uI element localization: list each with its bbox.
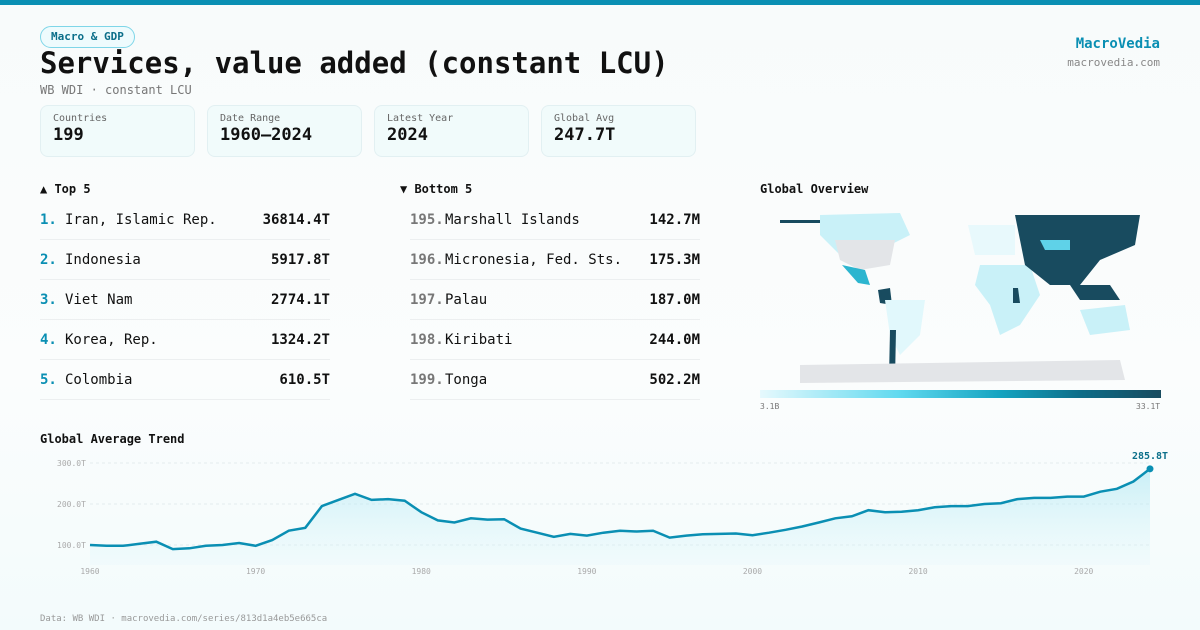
country-value: 2774.1T [270, 291, 330, 308]
rank: 4. [40, 331, 57, 348]
map-region-australia[interactable] [1080, 305, 1130, 335]
country-value: 187.0M [649, 291, 700, 308]
x-tick-label: 1970 [246, 567, 265, 576]
country-value: 5917.8T [270, 251, 330, 268]
page-title: Services, value added (constant LCU) [40, 46, 669, 80]
stat-card-countries: Countries 199 [40, 105, 195, 157]
footer-source: Data: WB WDI · macrovedia.com/series/813… [40, 614, 328, 624]
category-badge[interactable]: Macro & GDP [40, 26, 135, 48]
country-name: Indonesia [65, 251, 141, 268]
ranking-row[interactable]: 198. Kiribati 244.0M [410, 320, 700, 360]
map-region-asia[interactable] [1015, 215, 1140, 285]
brand-logo[interactable]: MacroVedia [1075, 36, 1160, 52]
x-tick-label: 1990 [577, 567, 596, 576]
data-point[interactable] [1146, 465, 1154, 473]
x-tick-label: 2020 [1074, 567, 1093, 576]
y-tick-label: 100.0T [57, 541, 86, 550]
map-region-indonesia[interactable] [1070, 285, 1120, 300]
ranking-row[interactable]: 197. Palau 187.0M [410, 280, 700, 320]
rank: 5. [40, 371, 57, 388]
ranking-row[interactable]: 199. Tonga 502.2M [410, 360, 700, 400]
stat-label: Global Avg [554, 113, 615, 124]
stat-card-global-avg: Global Avg 247.7T [541, 105, 696, 157]
stat-label: Countries [53, 113, 108, 124]
map-region-europe[interactable] [968, 225, 1015, 255]
map-color-scale [760, 390, 1161, 398]
y-tick-label: 200.0T [57, 500, 86, 509]
ranking-row[interactable]: 2. Indonesia 5917.8T [40, 240, 330, 280]
rank: 195. [410, 211, 444, 228]
country-value: 1324.2T [270, 331, 330, 348]
country-name: Micronesia, Fed. Sts. [445, 251, 623, 268]
rank: 3. [40, 291, 57, 308]
trend-area [90, 468, 1150, 565]
country-name: Korea, Rep. [65, 331, 158, 348]
world-map[interactable] [780, 205, 1142, 383]
bottom5-heading: ▼ Bottom 5 [400, 182, 473, 196]
map-region-kazakhstan[interactable] [1040, 240, 1070, 250]
brand-url[interactable]: macrovedia.com [1067, 56, 1160, 69]
country-name: Tonga [445, 371, 488, 388]
rank: 196. [410, 251, 444, 268]
country-value: 244.0M [649, 331, 700, 348]
ranking-row[interactable]: 195. Marshall Islands 142.7M [410, 200, 700, 240]
stat-card-latest-year: Latest Year 2024 [374, 105, 529, 157]
x-tick-label: 1960 [80, 567, 99, 576]
rank: 2. [40, 251, 57, 268]
ranking-row[interactable]: 1. Iran, Islamic Rep. 36814.4T [40, 200, 330, 240]
country-name: Viet Nam [65, 291, 133, 308]
country-value: 36814.4T [262, 211, 330, 228]
stat-label: Latest Year [387, 113, 454, 124]
map-region-mexico[interactable] [842, 265, 870, 285]
ranking-row[interactable]: 4. Korea, Rep. 1324.2T [40, 320, 330, 360]
scale-max-label: 33.1T [1136, 402, 1161, 411]
ranking-row[interactable]: 3. Viet Nam 2774.1T [40, 280, 330, 320]
stat-value: 199 [53, 125, 84, 145]
map-heading: Global Overview [760, 182, 869, 196]
country-name: Colombia [65, 371, 133, 388]
stat-value: 2024 [387, 125, 428, 145]
map-region-kenya[interactable] [1013, 288, 1020, 303]
map-region-usa[interactable] [835, 240, 895, 270]
x-tick-label: 2010 [908, 567, 927, 576]
map-region-africa[interactable] [975, 265, 1040, 335]
country-value: 502.2M [649, 371, 700, 388]
x-tick-label: 1980 [412, 567, 431, 576]
country-name: Kiribati [445, 331, 513, 348]
rank: 197. [410, 291, 444, 308]
country-value: 142.7M [649, 211, 700, 228]
x-tick-label: 2000 [743, 567, 762, 576]
country-name: Palau [445, 291, 488, 308]
y-tick-label: 300.0T [57, 459, 86, 468]
stat-card-date-range: Date Range 1960–2024 [207, 105, 362, 157]
country-value: 175.3M [649, 251, 700, 268]
stat-value: 247.7T [554, 125, 616, 145]
rank: 1. [40, 211, 57, 228]
ranking-row[interactable]: 196. Micronesia, Fed. Sts. 175.3M [410, 240, 700, 280]
page-subtitle: WB WDI · constant LCU [40, 83, 192, 97]
rank: 198. [410, 331, 444, 348]
top-accent-bar [0, 0, 1200, 5]
ranking-row[interactable]: 5. Colombia 610.5T [40, 360, 330, 400]
trend-line [89, 467, 1151, 551]
country-name: Marshall Islands [445, 211, 580, 228]
rank: 199. [410, 371, 444, 388]
map-region-antarctica[interactable] [800, 360, 1125, 383]
trend-chart[interactable]: 100.0T 200.0T 300.0T 1960 1970 1980 1990 2000 20… [0, 440, 1200, 590]
country-value: 610.5T [279, 371, 330, 388]
last-value-label: 285.8T [1132, 451, 1168, 462]
chart-title: Global Average Trend [40, 432, 185, 446]
stat-value: 1960–2024 [220, 125, 313, 145]
scale-min-label: 3.1B [760, 402, 780, 411]
top5-heading: ▲ Top 5 [40, 182, 91, 196]
stat-label: Date Range [220, 113, 281, 124]
country-name: Iran, Islamic Rep. [65, 211, 217, 228]
